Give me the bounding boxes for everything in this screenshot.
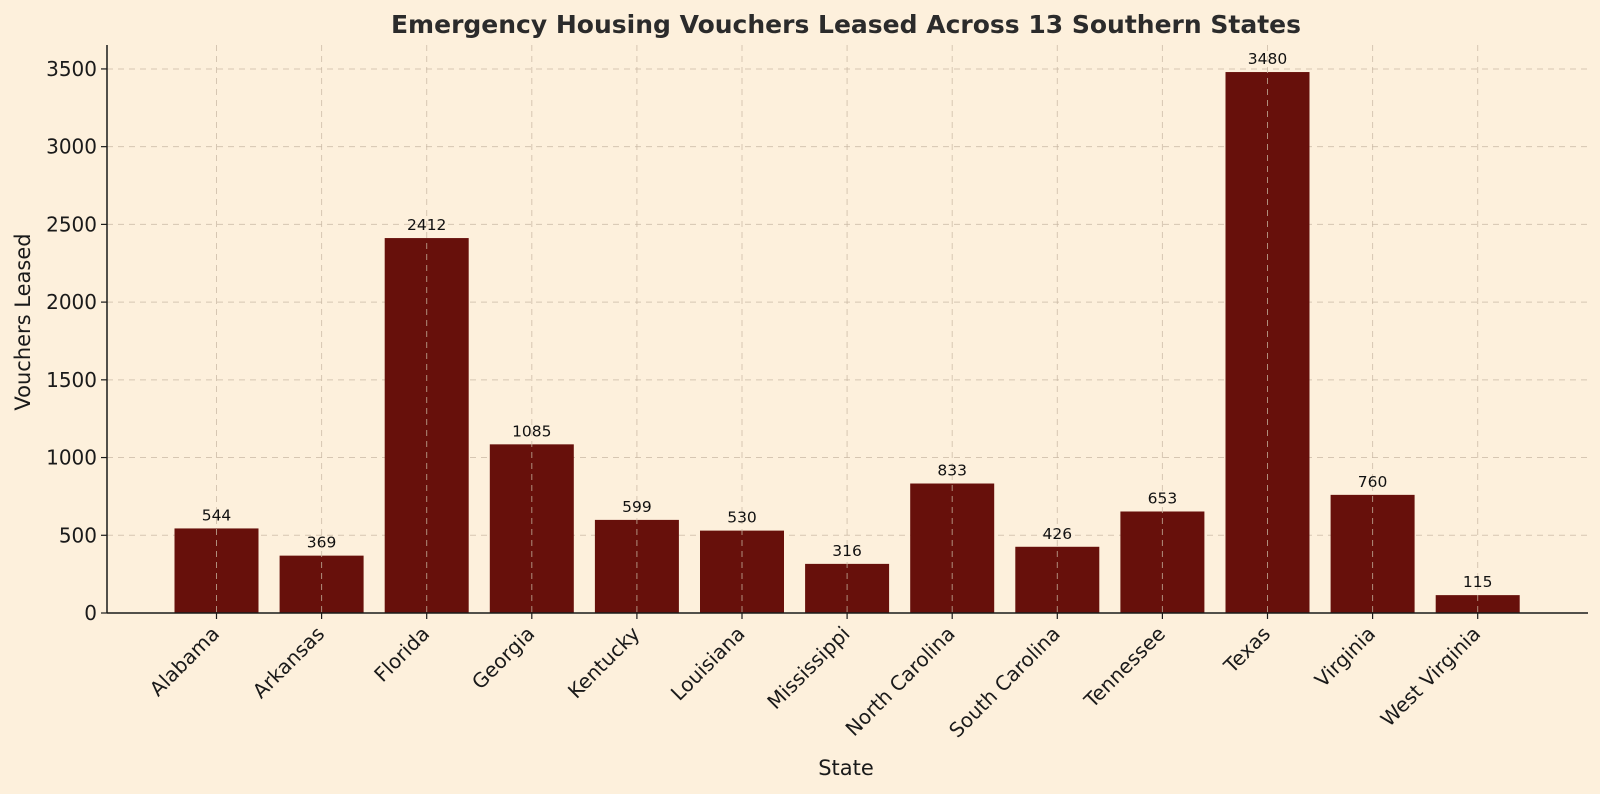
data-label: 369 [307,534,337,552]
x-axis-label: State [818,756,874,780]
data-label: 653 [1148,489,1178,507]
y-tick-label: 3000 [46,135,97,159]
data-label: 426 [1043,525,1073,543]
data-labels-layer: 544 369 2412 1085 599 530 316 833 426 653 3480 760 1… [202,50,1493,591]
y-tick-label: 2500 [46,212,97,236]
data-label: 115 [1463,573,1493,591]
bar-north-carolina [910,483,995,613]
data-label: 2412 [407,216,446,234]
y-tick-label: 500 [59,523,97,547]
data-label: 599 [622,498,652,516]
y-axis-label: Vouchers Leased [11,233,35,410]
y-tick-label: 3500 [46,57,97,81]
y-tick-label: 1000 [46,446,97,470]
data-label: 530 [727,509,757,527]
data-label: 760 [1358,473,1388,491]
y-tick-label: 0 [84,601,97,625]
bar-west-virginia [1435,595,1520,613]
data-label: 316 [832,542,862,560]
chart-title: Emergency Housing Vouchers Leased Across… [391,10,1301,39]
y-tick-label: 2000 [46,290,97,314]
data-label: 3480 [1248,50,1287,68]
data-label: 833 [937,462,967,480]
y-tick-label: 1500 [46,368,97,392]
bar-south-carolina [1015,546,1100,613]
data-label: 1085 [512,422,551,440]
data-label: 544 [202,506,232,524]
